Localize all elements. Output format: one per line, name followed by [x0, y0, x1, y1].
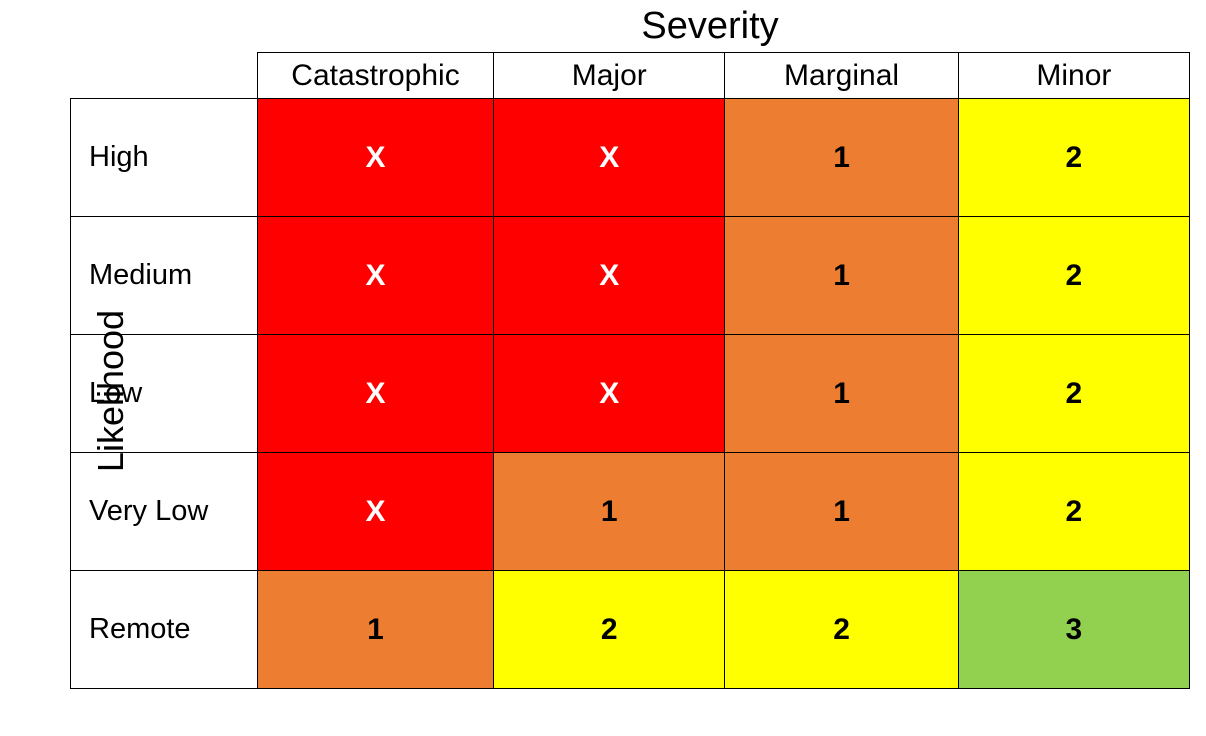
risk-cell: 1: [257, 571, 493, 689]
likelihood-title: Likelihood: [90, 310, 132, 472]
risk-cell: 1: [725, 99, 958, 217]
table-row: MediumXX12: [71, 217, 1190, 335]
risk-matrix-table: Catastrophic Major Marginal Minor HighXX…: [70, 52, 1190, 689]
risk-cell: X: [257, 99, 493, 217]
table-row: LowXX12: [71, 335, 1190, 453]
table-row: Remote1223: [71, 571, 1190, 689]
risk-cell: 1: [725, 453, 958, 571]
col-header-major: Major: [494, 53, 725, 99]
risk-cell: 1: [725, 335, 958, 453]
col-header-marginal: Marginal: [725, 53, 958, 99]
risk-cell: X: [494, 217, 725, 335]
risk-cell: X: [257, 335, 493, 453]
risk-cell: 1: [725, 217, 958, 335]
risk-cell: X: [494, 99, 725, 217]
risk-cell: 2: [958, 335, 1189, 453]
corner-cell: [71, 53, 258, 99]
row-header-remote: Remote: [71, 571, 258, 689]
severity-title: Severity: [230, 0, 1190, 52]
risk-cell: X: [494, 335, 725, 453]
risk-cell: 2: [725, 571, 958, 689]
col-header-minor: Minor: [958, 53, 1189, 99]
col-header-catastrophic: Catastrophic: [257, 53, 493, 99]
risk-cell: 3: [958, 571, 1189, 689]
table-row: Very LowX112: [71, 453, 1190, 571]
risk-cell: X: [257, 217, 493, 335]
risk-cell: X: [257, 453, 493, 571]
row-header-high: High: [71, 99, 258, 217]
risk-cell: 2: [958, 453, 1189, 571]
risk-cell: 2: [958, 217, 1189, 335]
risk-cell: 1: [494, 453, 725, 571]
risk-cell: 2: [958, 99, 1189, 217]
risk-cell: 2: [494, 571, 725, 689]
table-row: HighXX12: [71, 99, 1190, 217]
